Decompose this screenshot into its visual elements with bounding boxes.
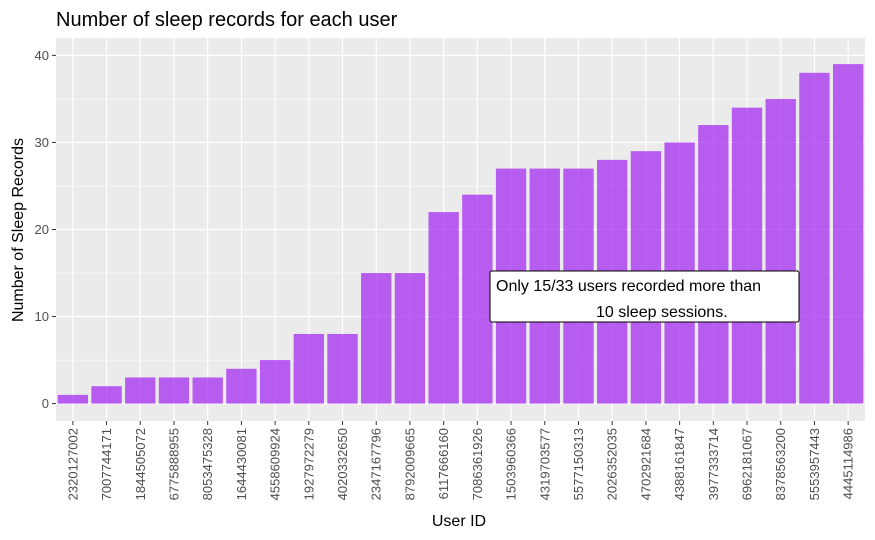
x-tick-label: 7086361926 xyxy=(470,428,485,500)
bar xyxy=(192,377,223,404)
y-tick-label: 0 xyxy=(42,396,49,411)
x-tick-label: 3977333714 xyxy=(706,428,721,500)
y-tick-label: 30 xyxy=(35,135,49,150)
bar xyxy=(125,377,156,404)
x-tick-label: 8792009665 xyxy=(402,428,417,500)
bar xyxy=(394,273,426,404)
y-axis-title: Number of Sleep Records xyxy=(10,138,27,322)
x-tick-label: 4388161847 xyxy=(672,428,687,500)
bar xyxy=(799,72,830,404)
bar xyxy=(327,333,358,404)
y-tick-label: 40 xyxy=(35,48,49,63)
x-tick-label: 1644430081 xyxy=(234,428,249,500)
y-tick-label: 10 xyxy=(35,309,49,324)
bar xyxy=(462,194,493,404)
bar xyxy=(698,125,729,404)
x-tick-label: 2320127002 xyxy=(65,428,80,500)
x-tick-label: 4702921684 xyxy=(638,428,653,500)
bar xyxy=(293,333,324,404)
annotation-frame xyxy=(489,270,800,323)
bar xyxy=(765,98,796,404)
x-tick-label: 1503960366 xyxy=(504,428,519,500)
bar xyxy=(832,64,864,404)
bar xyxy=(361,273,392,404)
y-axis-ticks: 0 10 20 30 40 xyxy=(35,48,56,411)
x-axis-ticks: 2320127002 7007744171 1844505072 6775888955… xyxy=(65,421,856,500)
x-tick-label: 5577150313 xyxy=(571,428,586,500)
x-tick-label: 2347167796 xyxy=(369,428,384,500)
bar xyxy=(731,107,763,404)
bar xyxy=(91,386,122,404)
x-axis-title: User ID xyxy=(432,513,486,530)
x-tick-label: 4020332650 xyxy=(335,428,350,500)
annotation-line-1: Only 15/33 users recorded more than xyxy=(496,278,761,295)
x-tick-label: 1927972279 xyxy=(301,428,316,500)
x-tick-label: 2026352035 xyxy=(605,428,620,500)
x-tick-label: 4445114986 xyxy=(841,428,856,499)
x-tick-label: 5553957443 xyxy=(807,428,822,500)
x-tick-label: 8053475328 xyxy=(200,428,215,500)
bar xyxy=(259,360,291,404)
x-tick-label: 6962181067 xyxy=(740,428,755,500)
bar xyxy=(57,394,89,404)
y-tick-label: 20 xyxy=(35,222,49,237)
x-tick-label: 6117666160 xyxy=(436,428,451,499)
x-tick-label: 6775888955 xyxy=(166,428,181,500)
x-tick-label: 7007744171 xyxy=(99,428,114,500)
bar xyxy=(428,212,459,404)
annotation-box: Only 15/33 users recorded more than 10 s… xyxy=(489,270,800,323)
minor-grid xyxy=(56,98,865,361)
chart-title: Number of sleep records for each user xyxy=(56,9,398,31)
bar xyxy=(226,368,257,404)
x-tick-label: 4319703577 xyxy=(537,428,552,500)
annotation-line-2: 10 sleep sessions. xyxy=(596,304,728,321)
x-tick-label: 4558609924 xyxy=(268,428,283,500)
x-tick-label: 8378563200 xyxy=(773,428,788,500)
bar xyxy=(158,377,190,404)
x-tick-label: 1844505072 xyxy=(133,428,148,500)
